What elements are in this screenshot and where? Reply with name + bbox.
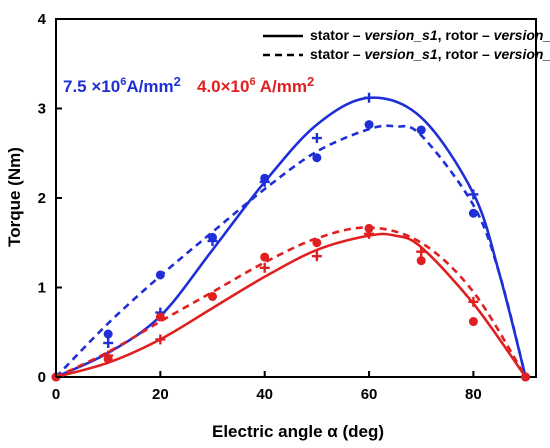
x-tick-label: 40 (256, 386, 273, 403)
axes: 0 20 40 60 80 0 1 2 3 4 (38, 11, 482, 403)
series-line-low-dashed (55, 226, 527, 379)
data-point-circle (468, 208, 478, 218)
data-point-plus (207, 235, 218, 246)
x-tick-label: 20 (152, 386, 169, 403)
x-axis-title: Electric angle α (deg) (212, 422, 384, 441)
data-point-plus (364, 228, 375, 239)
data-point-circle (312, 238, 322, 248)
y-tick-label: 3 (38, 101, 46, 118)
data-point-circle (312, 153, 322, 163)
series-line-high-dashed (55, 124, 527, 378)
series-layer (55, 96, 527, 379)
y-tick-label: 4 (38, 11, 47, 28)
y-tick-label: 1 (38, 280, 46, 297)
data-point-plus (103, 350, 114, 361)
x-tick-label: 0 (52, 386, 60, 403)
data-point-plus (311, 251, 322, 262)
data-point-plus (155, 334, 166, 345)
x-tick-label: 80 (465, 386, 482, 403)
series-line-low-solid (55, 232, 527, 379)
plot-frame (55, 18, 537, 378)
series-line-high-solid (55, 96, 527, 379)
legend-label: stator – version_s1, rotor – version_1 (310, 27, 550, 43)
data-point-plus (416, 246, 427, 257)
data-point-plus (311, 133, 322, 144)
data-point-plus (468, 296, 479, 307)
data-point-circle (260, 252, 270, 262)
data-point-plus (259, 262, 270, 273)
data-point-circle (416, 125, 426, 135)
data-point-plus (259, 176, 270, 187)
y-axis-title: Torque (Nm) (5, 147, 24, 247)
data-point-circle (521, 372, 531, 382)
x-tick-label: 60 (361, 386, 378, 403)
data-point-circle (103, 329, 113, 339)
data-point-circle (155, 312, 165, 322)
data-point-plus (364, 92, 375, 103)
y-tick-label: 2 (38, 190, 46, 207)
data-point-circle (468, 317, 478, 327)
legend: stator – version_s1, rotor – version_1st… (263, 27, 550, 62)
data-point-circle (364, 223, 374, 233)
data-point-plus (103, 337, 114, 348)
annotations: 7.5 ×106A/mm2 4.0×106 A/mm2 (63, 74, 314, 96)
marker-layer (51, 92, 531, 382)
current-density-label-low: 4.0×106 A/mm2 (197, 74, 314, 96)
y-tick-label: 0 (38, 369, 46, 386)
data-point-plus (468, 189, 479, 200)
legend-label: stator – version_s1, rotor – version_0 (310, 46, 550, 62)
data-point-circle (364, 120, 374, 130)
data-point-circle (155, 270, 165, 280)
data-point-circle (208, 291, 218, 301)
plot-area (55, 18, 537, 378)
data-point-circle (416, 256, 426, 266)
current-density-label-high: 7.5 ×106A/mm2 (63, 74, 181, 96)
